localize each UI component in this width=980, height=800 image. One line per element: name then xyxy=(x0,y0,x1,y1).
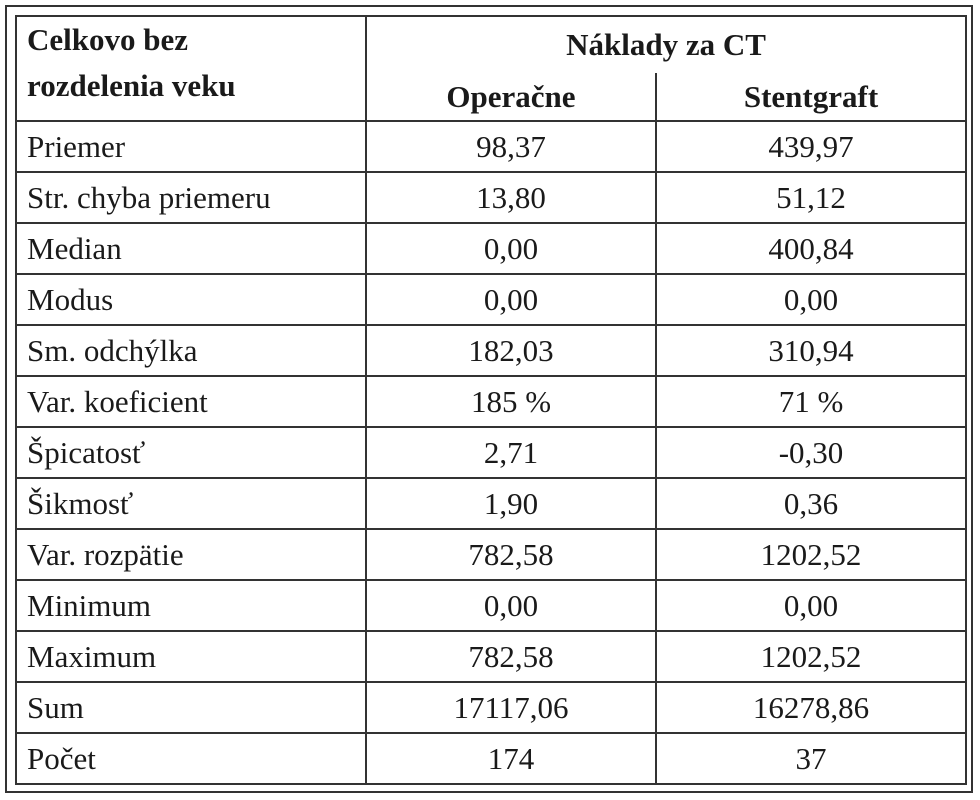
value-cell: 17117,06 xyxy=(365,681,657,734)
table-row: Priemer 98,37 439,97 xyxy=(15,120,967,173)
column-header: Stentgraft xyxy=(655,73,967,122)
value-cell: 782,58 xyxy=(365,528,657,581)
row-label: Špicatosť xyxy=(15,426,367,479)
table-row: Var. rozpätie 782,58 1202,52 xyxy=(15,528,967,581)
value-cell: 0,36 xyxy=(655,477,967,530)
value-cell: 0,00 xyxy=(365,222,657,275)
table-row: Modus 0,00 0,00 xyxy=(15,273,967,326)
column-header: Operačne xyxy=(365,73,657,122)
value-cell: 37 xyxy=(655,732,967,785)
value-cell: 185 % xyxy=(365,375,657,428)
value-cell: 1202,52 xyxy=(655,528,967,581)
table-row: Šikmosť 1,90 0,36 xyxy=(15,477,967,530)
table-row: Maximum 782,58 1202,52 xyxy=(15,630,967,683)
value-cell: 0,00 xyxy=(655,273,967,326)
row-label: Var. koeficient xyxy=(15,375,367,428)
row-label: Priemer xyxy=(15,120,367,173)
value-cell: 182,03 xyxy=(365,324,657,377)
row-label: Sm. odchýlka xyxy=(15,324,367,377)
value-cell: 0,00 xyxy=(655,579,967,632)
value-cell: 2,71 xyxy=(365,426,657,479)
value-cell: 310,94 xyxy=(655,324,967,377)
value-cell: 782,58 xyxy=(365,630,657,683)
row-header-line: Celkovo bez xyxy=(27,22,189,57)
row-label: Median xyxy=(15,222,367,275)
row-label: Maximum xyxy=(15,630,367,683)
value-cell: 1,90 xyxy=(365,477,657,530)
table-row: Sum 17117,06 16278,86 xyxy=(15,681,967,734)
table-row: Str. chyba priemeru 13,80 51,12 xyxy=(15,171,967,224)
value-cell: 400,84 xyxy=(655,222,967,275)
value-cell: 98,37 xyxy=(365,120,657,173)
group-header: Náklady za CT xyxy=(365,15,967,73)
row-label: Str. chyba priemeru xyxy=(15,171,367,224)
table-body: Priemer 98,37 439,97 Str. chyba priemeru 13,… xyxy=(15,120,967,785)
row-label: Modus xyxy=(15,273,367,326)
table-row: Špicatosť 2,71 -0,30 xyxy=(15,426,967,479)
row-label: Minimum xyxy=(15,579,367,632)
value-cell: 71 % xyxy=(655,375,967,428)
row-header-cell: Celkovo bez rozdelenia veku xyxy=(15,15,367,122)
value-cell: 174 xyxy=(365,732,657,785)
table-row: Var. koeficient 185 % 71 % xyxy=(15,375,967,428)
value-cell: 13,80 xyxy=(365,171,657,224)
value-cell: 1202,52 xyxy=(655,630,967,683)
table-row: Sm. odchýlka 182,03 310,94 xyxy=(15,324,967,377)
table-head: Celkovo bez rozdelenia veku Náklady za C… xyxy=(15,15,967,122)
value-cell: 0,00 xyxy=(365,273,657,326)
value-cell: 0,00 xyxy=(365,579,657,632)
row-header-line: rozdelenia veku xyxy=(27,68,236,103)
value-cell: 51,12 xyxy=(655,171,967,224)
table-row: Median 0,00 400,84 xyxy=(15,222,967,275)
row-label: Sum xyxy=(15,681,367,734)
row-label: Šikmosť xyxy=(15,477,367,530)
value-cell: 439,97 xyxy=(655,120,967,173)
table-row: Minimum 0,00 0,00 xyxy=(15,579,967,632)
value-cell: -0,30 xyxy=(655,426,967,479)
value-cell: 16278,86 xyxy=(655,681,967,734)
row-label: Var. rozpätie xyxy=(15,528,367,581)
table-row: Počet 174 37 xyxy=(15,732,967,785)
row-label: Počet xyxy=(15,732,367,785)
stats-table: Celkovo bez rozdelenia veku Náklady za C… xyxy=(15,15,967,785)
outer-frame xyxy=(5,5,973,793)
